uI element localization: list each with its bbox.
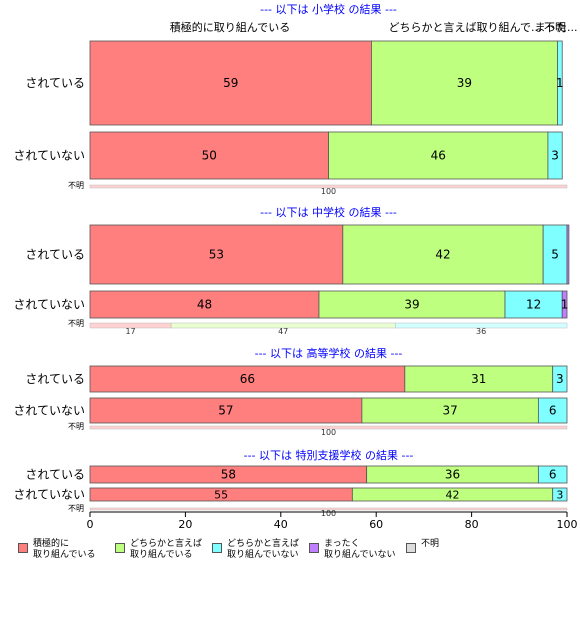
data-label: 1	[556, 76, 564, 90]
bar-segment	[557, 40, 563, 126]
top-category-label: 不明	[544, 21, 566, 34]
x-tick-label: 0	[87, 518, 94, 531]
data-label: 66	[240, 372, 255, 386]
row-label: されている	[25, 468, 85, 482]
top-category-label: どちらかと言えば取り組んで...	[389, 21, 542, 34]
legend-label-2: どちらかと言えば 取り組んでいる	[130, 539, 203, 560]
bar-segment	[89, 507, 568, 511]
bar-segment	[318, 290, 506, 319]
legend-item-1: 積極的に 取り組んでいる	[18, 539, 96, 561]
legend-item-4: まったく 取り組んでいない	[309, 539, 396, 561]
row-label: 不明	[68, 504, 84, 513]
data-label: 37	[442, 404, 457, 418]
bar-segment	[371, 40, 558, 126]
data-label: 36	[445, 468, 460, 482]
data-label: 3	[556, 489, 563, 502]
legend-item-2: どちらかと言えば 取り組んでいる	[115, 539, 202, 561]
panel-title: --- 以下は 小学校 の結果 ---	[260, 2, 397, 16]
panel-title: --- 以下は 高等学校 の結果 ---	[255, 346, 403, 360]
data-label: 48	[197, 298, 212, 312]
bar-segment	[89, 131, 329, 180]
data-label: 58	[221, 468, 236, 482]
data-label: 17	[125, 327, 135, 336]
row-label: されている	[25, 248, 85, 262]
data-label: 3	[556, 372, 564, 386]
row-label: 不明	[68, 319, 84, 328]
bar-segment	[89, 290, 320, 319]
top-category-label: まった...	[534, 21, 577, 34]
row-label: されていない	[13, 298, 85, 312]
data-label: 47	[278, 327, 288, 336]
legend-label-4: まったく 取り組んでいない	[324, 539, 396, 560]
data-label: 39	[457, 76, 472, 90]
bar-segment	[561, 290, 568, 319]
x-tick-label: 60	[369, 518, 383, 531]
data-label: 39	[404, 298, 419, 312]
bar-segment	[566, 224, 570, 285]
data-label: 55	[214, 489, 228, 502]
bar-segment	[552, 487, 568, 502]
bar-segment	[89, 397, 363, 424]
bar-segment	[537, 465, 568, 484]
legend-swatch-3	[212, 543, 222, 553]
x-tick-label: 40	[274, 518, 288, 531]
data-label: 100	[321, 428, 336, 437]
data-label: 5	[551, 248, 559, 262]
data-label: 31	[471, 372, 486, 386]
x-tick-label: 80	[465, 518, 479, 531]
row-label: されている	[25, 76, 85, 90]
data-label: 53	[209, 248, 224, 262]
bar-segment	[537, 397, 568, 424]
panel-title: --- 以下は 特別支援学校 の結果 ---	[244, 448, 414, 462]
bar-segment	[328, 131, 549, 180]
bar-segment	[89, 184, 568, 189]
data-label: 57	[218, 404, 233, 418]
legend-item-3: どちらかと言えば 取り組んでいない	[212, 539, 299, 561]
data-label: 12	[526, 298, 541, 312]
data-label: 42	[446, 489, 460, 502]
legend: 積極的に 取り組んでいる どちらかと言えば 取り組んでいる どちらかと言えば 取…	[14, 539, 574, 579]
legend-label-3: どちらかと言えば 取り組んでいない	[227, 539, 300, 560]
bar-segment	[89, 425, 568, 430]
legend-swatch-5	[406, 543, 416, 553]
panel-title: --- 以下は 中学校 の結果 ---	[260, 205, 397, 219]
data-label: 100	[321, 187, 336, 196]
data-label: 3	[551, 149, 559, 163]
bar-segment	[89, 40, 372, 126]
bar-segment	[361, 397, 539, 424]
row-label: されていない	[13, 149, 85, 163]
row-label: されていない	[13, 488, 85, 502]
data-label: 6	[549, 404, 557, 418]
legend-swatch-1	[18, 543, 28, 553]
row-label: されていない	[13, 404, 85, 418]
row-label: 不明	[68, 181, 84, 190]
bar-segment	[547, 131, 563, 180]
bar-segment	[89, 224, 344, 285]
data-label: 36	[476, 327, 486, 336]
data-label: 46	[431, 149, 446, 163]
x-tick-label: 20	[178, 518, 192, 531]
x-tick-label: 100	[557, 518, 578, 531]
legend-swatch-4	[309, 543, 319, 553]
legend-item-5: 不明	[406, 539, 439, 553]
bar-segment	[89, 365, 406, 393]
bar-segment	[395, 322, 568, 329]
data-label: 59	[223, 76, 238, 90]
data-label: 6	[549, 468, 557, 482]
top-category-label: 積極的に取り組んでいる	[170, 20, 290, 34]
bar-segment	[504, 290, 563, 319]
data-label: 42	[435, 248, 450, 262]
row-label: 不明	[68, 422, 84, 431]
data-label: 50	[202, 149, 217, 163]
row-label: されている	[25, 372, 85, 386]
data-label: 100	[321, 509, 336, 518]
legend-label-5: 不明	[421, 539, 440, 549]
data-label: 1	[561, 298, 569, 312]
legend-swatch-2	[115, 543, 125, 553]
legend-label-1: 積極的に 取り組んでいる	[33, 539, 96, 560]
bar-segment	[552, 365, 568, 393]
